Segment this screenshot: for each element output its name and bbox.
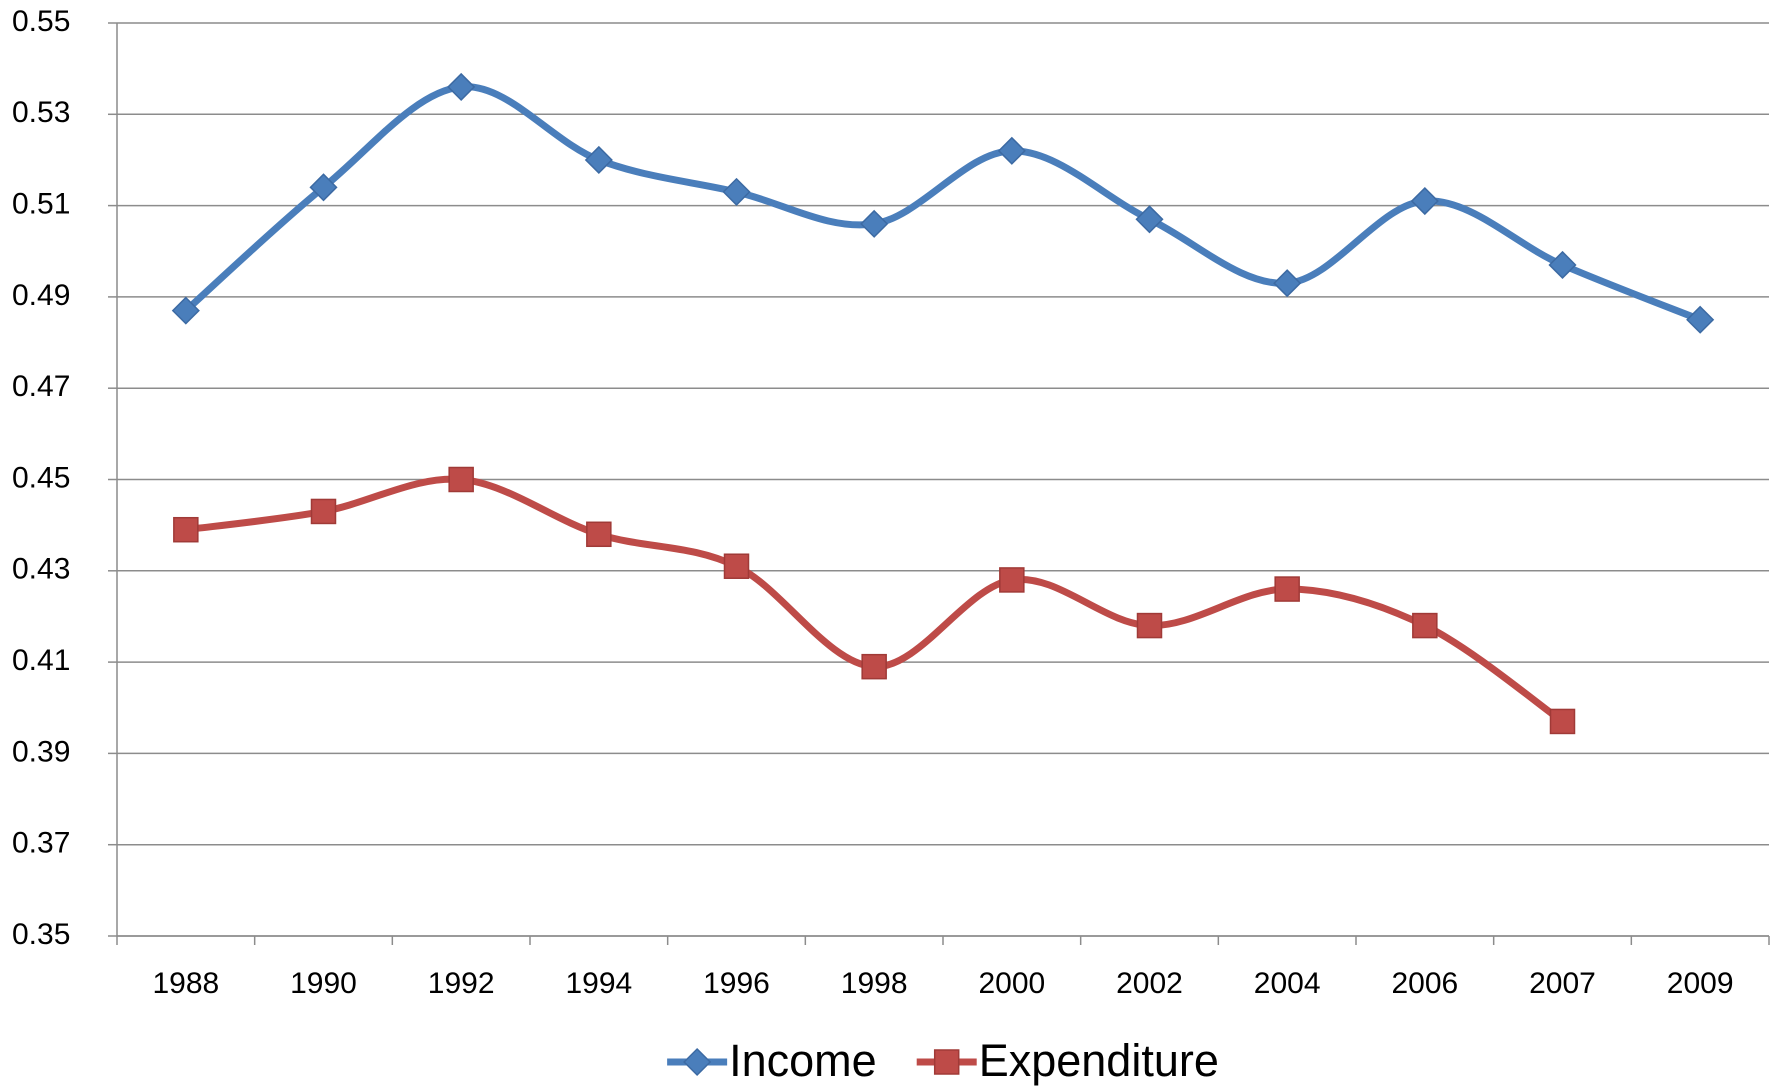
legend: Income Expenditure	[667, 1035, 1219, 1086]
x-tick-label: 2006	[1391, 967, 1458, 1000]
marker	[171, 296, 200, 325]
marker	[447, 72, 476, 101]
marker	[310, 498, 337, 525]
y-tick-label: 0.39	[12, 735, 70, 768]
y-tick-label: 0.35	[12, 918, 70, 951]
y-tick-label: 0.49	[12, 279, 70, 312]
marker	[1686, 305, 1715, 334]
marker	[309, 173, 338, 202]
marker	[586, 521, 612, 548]
marker	[997, 136, 1026, 165]
x-tick-label: 2007	[1529, 967, 1596, 1000]
marker	[1548, 250, 1577, 280]
y-tick-label: 0.41	[12, 644, 70, 677]
x-tick-label: 1998	[841, 967, 908, 1000]
x-tick-label: 1994	[565, 967, 632, 1000]
marker	[584, 145, 613, 175]
x-tick-label: 1996	[703, 967, 770, 1000]
marker	[1274, 576, 1300, 602]
x-tick-label: 1990	[290, 967, 357, 1000]
marker	[861, 653, 887, 680]
marker	[448, 466, 474, 493]
y-tick-label: 0.53	[12, 96, 70, 129]
marker	[860, 209, 889, 238]
marker	[1410, 186, 1439, 216]
marker	[173, 516, 199, 543]
marker	[1549, 708, 1576, 735]
marker	[683, 1047, 712, 1077]
marker	[999, 567, 1025, 593]
marker	[723, 553, 750, 579]
marker	[1135, 205, 1164, 234]
marker	[1136, 612, 1163, 639]
marker	[722, 177, 751, 206]
y-tick-label: 0.43	[12, 553, 70, 586]
marker	[1273, 269, 1302, 298]
marker	[1412, 612, 1438, 639]
y-tick-label: 0.51	[12, 188, 70, 221]
series-line	[182, 83, 1704, 324]
legend-text: Expenditure	[979, 1035, 1219, 1086]
y-tick-label: 0.45	[12, 461, 70, 494]
marker	[933, 1049, 960, 1075]
x-tick-label: 1992	[428, 967, 495, 1000]
y-tick-label: 0.55	[12, 5, 70, 38]
x-tick-label: 2000	[978, 967, 1045, 1000]
x-tick-label: 1988	[152, 967, 219, 1000]
x-tick-label: 2004	[1254, 967, 1321, 1000]
y-tick-label: 0.47	[12, 370, 70, 403]
x-tick-label: 2002	[1116, 967, 1183, 1000]
legend-text: Income	[729, 1035, 877, 1086]
y-tick-label: 0.37	[12, 827, 70, 860]
x-tick-label: 2009	[1667, 967, 1734, 1000]
series-line	[182, 475, 1566, 725]
